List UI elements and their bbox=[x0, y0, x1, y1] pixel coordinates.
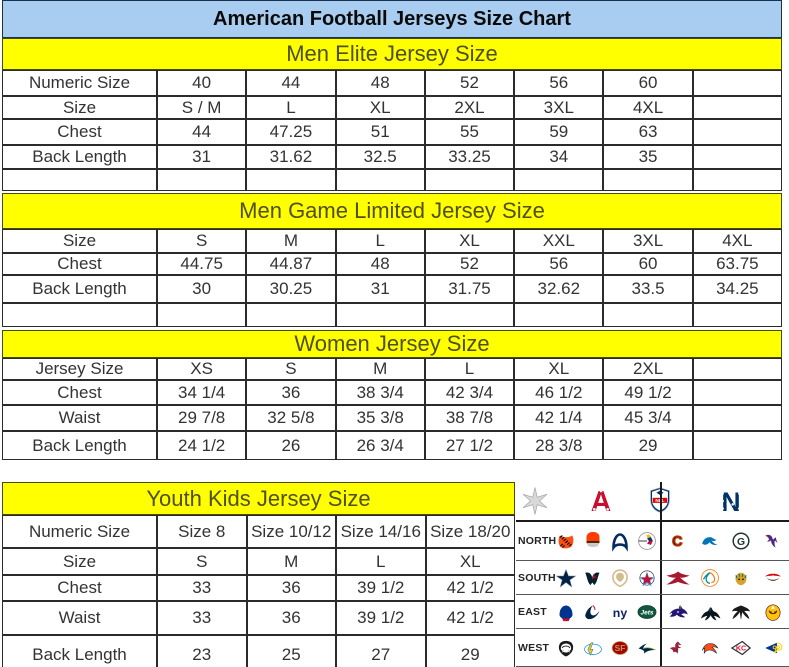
svg-text:N: N bbox=[721, 487, 740, 516]
svg-text:C: C bbox=[672, 534, 682, 550]
svg-text:KC: KC bbox=[736, 644, 746, 652]
svg-text:G: G bbox=[737, 537, 745, 548]
svg-text:SF: SF bbox=[614, 643, 625, 653]
svg-text:Jets: Jets bbox=[640, 609, 653, 616]
svg-text:ny: ny bbox=[612, 606, 627, 620]
